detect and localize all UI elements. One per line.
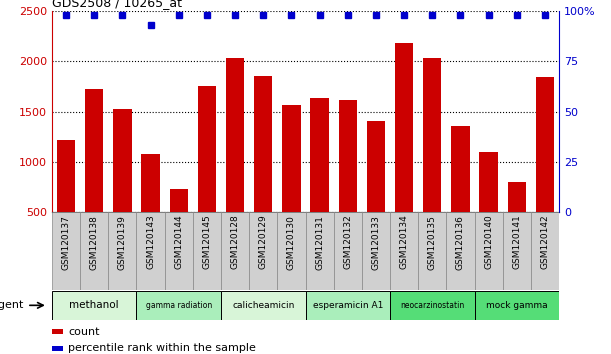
Bar [334,212,362,290]
Text: GDS2508 / 10265_at: GDS2508 / 10265_at [52,0,182,10]
Bar [254,76,273,263]
Bar [367,121,385,263]
Text: GSM120143: GSM120143 [146,215,155,269]
Bar [310,98,329,263]
Text: GSM120133: GSM120133 [371,215,381,270]
Bar [508,182,526,263]
Bar [80,212,108,290]
Bar [452,126,470,263]
Text: GSM120135: GSM120135 [428,215,437,270]
Text: agent: agent [0,300,23,310]
Bar [52,212,80,290]
Bar [282,105,301,263]
Text: GSM120142: GSM120142 [541,215,549,269]
Bar [362,212,390,290]
Text: neocarzinostatin: neocarzinostatin [400,301,464,310]
Text: GSM120130: GSM120130 [287,215,296,270]
Text: GSM120144: GSM120144 [174,215,183,269]
Bar [536,77,554,263]
Text: esperamicin A1: esperamicin A1 [313,301,383,310]
Text: methanol: methanol [70,300,119,310]
Text: calicheamicin: calicheamicin [232,301,295,310]
Bar [531,212,559,290]
Bar [141,154,159,263]
Bar [136,212,164,290]
Bar [306,212,334,290]
Bar [221,212,249,290]
Text: GSM120128: GSM120128 [230,215,240,269]
Bar [306,291,390,320]
Text: percentile rank within the sample: percentile rank within the sample [68,343,256,353]
Bar [57,140,75,263]
Bar [226,58,244,263]
Text: GSM120134: GSM120134 [400,215,409,269]
Bar [249,212,277,290]
Text: GSM120129: GSM120129 [258,215,268,269]
Text: GSM120138: GSM120138 [90,215,99,270]
Text: GSM120145: GSM120145 [202,215,211,269]
Bar [164,212,193,290]
Bar [475,291,559,320]
Text: count: count [68,327,100,337]
Bar [338,101,357,263]
Text: GSM120131: GSM120131 [315,215,324,270]
Text: GSM120140: GSM120140 [484,215,493,269]
Bar [108,212,136,290]
Text: gamma radiation: gamma radiation [145,301,212,310]
Bar [198,86,216,263]
Bar [136,291,221,320]
Text: GSM120137: GSM120137 [62,215,70,270]
Text: GSM120132: GSM120132 [343,215,353,269]
Text: mock gamma: mock gamma [486,301,547,310]
Text: GSM120136: GSM120136 [456,215,465,270]
Bar [221,291,306,320]
Text: GSM120141: GSM120141 [512,215,521,269]
Bar [418,212,447,290]
Bar [390,291,475,320]
Bar [85,89,103,263]
Bar [113,109,131,263]
Bar [277,212,306,290]
Bar [423,58,441,263]
Bar [170,189,188,263]
Text: GSM120139: GSM120139 [118,215,127,270]
Bar [480,152,498,263]
Bar [475,212,503,290]
Bar [447,212,475,290]
Bar [52,330,63,335]
Bar [193,212,221,290]
Bar [503,212,531,290]
Bar [395,43,413,263]
Bar [390,212,418,290]
Bar [52,346,63,350]
Bar [52,291,136,320]
